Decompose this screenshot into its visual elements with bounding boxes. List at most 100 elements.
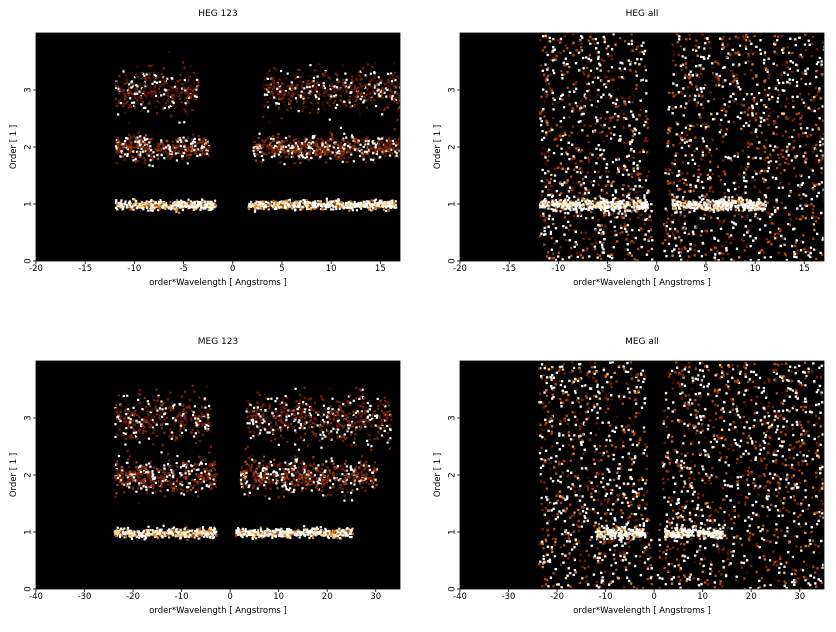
- heatmap-cell: [168, 148, 170, 150]
- heatmap-cell: [115, 85, 117, 87]
- heatmap-cell: [122, 90, 124, 92]
- heatmap-cell: [309, 75, 311, 77]
- heatmap-cell: [180, 74, 182, 76]
- heatmap-cell: [202, 138, 204, 140]
- heatmap-cell: [154, 92, 156, 94]
- heatmap-cell: [141, 207, 143, 209]
- heatmap-cell: [325, 162, 327, 164]
- heatmap-cell: [340, 157, 342, 159]
- heatmap-cell: [155, 148, 157, 150]
- heatmap-cell: [163, 67, 165, 69]
- heatmap-cell: [327, 139, 329, 141]
- heatmap-cell: [396, 93, 398, 95]
- heatmap-cell: [264, 94, 266, 96]
- heatmap-cell: [194, 152, 196, 154]
- heatmap-cell: [115, 162, 117, 164]
- heatmap-cell: [319, 94, 321, 96]
- heatmap-cell: [377, 147, 379, 149]
- heatmap-cell: [310, 205, 312, 207]
- heatmap-cell: [367, 143, 369, 145]
- heatmap-cell: [348, 99, 350, 101]
- heatmap-cell: [372, 87, 374, 89]
- heatmap-cell: [393, 78, 395, 80]
- heatmap-cell: [332, 151, 334, 153]
- heatmap-cell: [144, 77, 146, 79]
- heatmap-cell: [371, 203, 373, 205]
- heatmap-cell: [394, 100, 396, 102]
- heatmap-cell: [198, 204, 200, 206]
- heatmap-cell: [156, 112, 158, 114]
- heatmap-cell: [181, 158, 183, 160]
- heatmap-cell: [393, 62, 395, 64]
- heatmap-cell: [348, 86, 350, 88]
- heatmap-cell: [122, 208, 124, 210]
- heatmap-cell: [137, 141, 139, 143]
- heatmap-cell: [397, 108, 399, 110]
- heatmap-cell: [374, 199, 376, 201]
- heatmap-cell: [298, 158, 300, 160]
- heatmap-cell: [395, 207, 397, 209]
- heatmap-cell: [393, 98, 395, 100]
- heatmap-cell: [295, 138, 297, 140]
- heatmap-cell: [274, 208, 276, 210]
- heatmap-cell: [304, 106, 306, 108]
- heatmap-cell: [336, 104, 338, 106]
- heatmap-cell: [171, 86, 173, 88]
- heatmap-cell: [396, 155, 398, 157]
- heatmap-cell: [313, 77, 315, 79]
- heatmap-cell: [291, 149, 293, 151]
- heatmap-cell: [335, 73, 337, 75]
- heatmap-cell: [315, 153, 317, 155]
- heatmap-cell: [279, 201, 281, 203]
- heatmap-cell: [275, 69, 277, 71]
- heatmap-cell: [314, 200, 316, 202]
- heatmap-cell: [136, 146, 138, 148]
- heatmap-cell: [122, 145, 124, 147]
- heatmap-cell: [252, 205, 254, 207]
- heatmap-cell: [272, 135, 274, 137]
- heatmap-cell: [391, 95, 393, 97]
- heatmap-cell: [297, 69, 299, 71]
- heatmap-cell: [148, 77, 150, 79]
- heatmap-cell: [193, 147, 195, 149]
- heatmap-cell: [364, 96, 366, 98]
- heatmap-cell: [138, 90, 140, 92]
- heatmap-cell: [286, 207, 288, 209]
- heatmap-cell: [381, 113, 383, 115]
- heatmap-cell: [157, 158, 159, 160]
- heatmap-cell: [133, 199, 135, 201]
- heatmap-cell: [201, 145, 203, 147]
- heatmap-cell: [287, 150, 289, 152]
- heatmap-cell: [138, 203, 140, 205]
- heatmap-cell: [351, 75, 353, 77]
- heatmap-cell: [182, 201, 184, 203]
- heatmap-cell: [117, 137, 119, 139]
- heatmap-cell: [149, 99, 151, 101]
- heatmap-cell: [396, 149, 398, 151]
- heatmap-cell: [388, 147, 390, 149]
- heatmap-cell: [134, 204, 136, 206]
- heatmap-cell: [281, 144, 283, 146]
- heatmap-cell: [265, 201, 267, 203]
- heatmap-cell: [370, 158, 372, 160]
- heatmap-cell: [176, 145, 178, 147]
- heatmap-cell: [279, 97, 281, 99]
- heatmap-cell: [344, 84, 346, 86]
- heatmap-cell: [375, 205, 377, 207]
- heatmap-cell: [366, 136, 368, 138]
- heatmap-cell: [269, 142, 271, 144]
- heatmap-cell: [379, 156, 381, 158]
- heatmap-cell: [153, 79, 155, 81]
- heatmap-cell: [359, 150, 361, 152]
- heatmap-cell: [284, 104, 286, 106]
- heatmap-cell: [281, 82, 283, 84]
- heatmap-cell: [187, 81, 189, 83]
- heatmap-cell: [209, 204, 211, 206]
- heatmap-cell: [295, 147, 297, 149]
- heatmap-cell: [175, 89, 177, 91]
- heatmap-cell: [289, 88, 291, 90]
- heatmap-cell: [253, 153, 255, 155]
- heatmap-cell: [189, 76, 191, 78]
- heatmap-cell: [378, 76, 380, 78]
